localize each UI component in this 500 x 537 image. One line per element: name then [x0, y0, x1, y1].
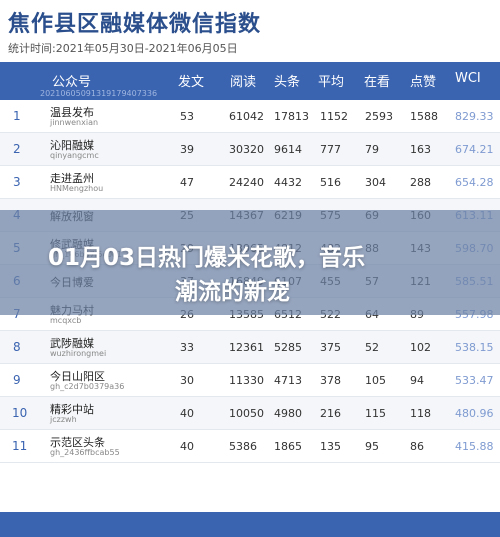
- headline-cell: 4980: [274, 407, 302, 420]
- posts-cell: 40: [180, 407, 194, 420]
- average-cell: 777: [320, 143, 341, 156]
- account-id: qinyangcmc: [50, 151, 99, 160]
- account-id: wuzhirongmei: [50, 349, 107, 358]
- account-name[interactable]: 沁阳融媒: [50, 139, 94, 152]
- average-cell: 135: [320, 440, 341, 453]
- account-id: HNMengzhou: [50, 184, 104, 193]
- headline-cell: 17813: [274, 110, 309, 123]
- reads-cell: 12361: [229, 341, 264, 354]
- report-title: 焦作县区融媒体微信指数: [8, 12, 262, 37]
- column-watching: 在看: [364, 75, 391, 90]
- account-name[interactable]: 今日山阳区: [50, 370, 105, 383]
- likes-cell: 118: [410, 407, 431, 420]
- rank-cell: 2: [13, 142, 21, 156]
- watching-cell: 79: [365, 143, 379, 156]
- average-cell: 516: [320, 176, 341, 189]
- table-header-code: 20210605091319179407336: [40, 89, 158, 98]
- rank-cell: 1: [13, 109, 21, 123]
- posts-cell: 39: [180, 143, 194, 156]
- account-name[interactable]: 精彩中站: [50, 403, 94, 416]
- table-row: 3 走进孟州 HNMengzhou 47 24240 4432 516 304 288 654.2…: [0, 166, 500, 199]
- likes-cell: 102: [410, 341, 431, 354]
- rank-cell: 3: [13, 175, 21, 189]
- column-wci: WCI: [455, 71, 481, 86]
- account-name[interactable]: 武陟融媒: [50, 337, 94, 350]
- headline-cell: 4432: [274, 176, 302, 189]
- posts-cell: 40: [180, 440, 194, 453]
- account-id: gh_2436ffbcab55: [50, 448, 120, 457]
- table-header: 公众号 发文 阅读 头条 平均 在看 点赞 WCI 20210605091319…: [0, 62, 500, 100]
- reads-cell: 10050: [229, 407, 264, 420]
- reads-cell: 11330: [229, 374, 264, 387]
- watching-cell: 105: [365, 374, 386, 387]
- table-row: 9 今日山阳区 gh_c2d7b0379a36 30 11330 4713 378 105 94…: [0, 364, 500, 397]
- column-likes: 点赞: [410, 75, 437, 90]
- headline-cell: 4713: [274, 374, 302, 387]
- footer-band: [0, 512, 500, 537]
- posts-cell: 30: [180, 374, 194, 387]
- likes-cell: 86: [410, 440, 424, 453]
- article-title-overlay[interactable]: 01月03日热门爆米花歌，音乐 潮流的新宠: [0, 210, 500, 315]
- reads-cell: 30320: [229, 143, 264, 156]
- likes-cell: 1588: [410, 110, 438, 123]
- watching-cell: 95: [365, 440, 379, 453]
- average-cell: 378: [320, 374, 341, 387]
- account-id: gh_c2d7b0379a36: [50, 382, 125, 391]
- rank-cell: 10: [12, 406, 28, 420]
- article-title-line-1: 01月03日热门爆米花歌，音乐: [48, 245, 366, 271]
- likes-cell: 94: [410, 374, 424, 387]
- wci-cell: 654.28: [455, 176, 494, 189]
- account-name[interactable]: 示范区头条: [50, 436, 105, 449]
- watching-cell: 2593: [365, 110, 393, 123]
- reads-cell: 5386: [229, 440, 257, 453]
- average-cell: 1152: [320, 110, 348, 123]
- table-row: 10 精彩中站 jczzwh 40 10050 4980 216 115 118 480.96: [0, 397, 500, 430]
- wci-cell: 829.33: [455, 110, 494, 123]
- posts-cell: 53: [180, 110, 194, 123]
- account-id: jinnwenxian: [50, 118, 99, 127]
- column-average: 平均: [318, 75, 345, 90]
- headline-cell: 5285: [274, 341, 302, 354]
- rank-cell: 8: [13, 340, 21, 354]
- likes-cell: 163: [410, 143, 431, 156]
- table-row: 11 示范区头条 gh_2436ffbcab55 40 5386 1865 135 95 86 4…: [0, 430, 500, 463]
- wci-cell: 533.47: [455, 374, 494, 387]
- account-name[interactable]: 温县发布: [50, 106, 94, 119]
- column-headline: 头条: [274, 75, 301, 90]
- rank-cell: 11: [12, 439, 28, 453]
- watching-cell: 115: [365, 407, 386, 420]
- column-reads: 阅读: [230, 75, 257, 90]
- account-name[interactable]: 走进孟州: [50, 172, 94, 185]
- reads-cell: 24240: [229, 176, 264, 189]
- wci-cell: 538.15: [455, 341, 494, 354]
- table-row: 1 温县发布 jinnwenxian 53 61042 17813 1152 2593 1588…: [0, 100, 500, 133]
- watching-cell: 52: [365, 341, 379, 354]
- posts-cell: 47: [180, 176, 194, 189]
- column-account: 公众号: [52, 75, 92, 90]
- average-cell: 216: [320, 407, 341, 420]
- headline-cell: 1865: [274, 440, 302, 453]
- rank-cell: 9: [13, 373, 21, 387]
- posts-cell: 33: [180, 341, 194, 354]
- wci-cell: 480.96: [455, 407, 494, 420]
- wci-cell: 415.88: [455, 440, 494, 453]
- account-id: mcqxcb: [50, 316, 82, 325]
- watching-cell: 304: [365, 176, 386, 189]
- average-cell: 375: [320, 341, 341, 354]
- reads-cell: 61042: [229, 110, 264, 123]
- table-row: 2 沁阳融媒 qinyangcmc 39 30320 9614 777 79 163 674.21: [0, 133, 500, 166]
- wci-cell: 674.21: [455, 143, 494, 156]
- report-header: 焦作县区融媒体微信指数 统计时间:2021年05月30日-2021年06月05日: [0, 0, 500, 62]
- article-title-line-2: 潮流的新宠: [175, 279, 290, 305]
- table-row: 8 武陟融媒 wuzhirongmei 33 12361 5285 375 52 102 538.…: [0, 331, 500, 364]
- account-id: jczzwh: [50, 415, 77, 424]
- likes-cell: 288: [410, 176, 431, 189]
- column-posts: 发文: [178, 75, 205, 90]
- headline-cell: 9614: [274, 143, 302, 156]
- report-period: 统计时间:2021年05月30日-2021年06月05日: [8, 42, 238, 55]
